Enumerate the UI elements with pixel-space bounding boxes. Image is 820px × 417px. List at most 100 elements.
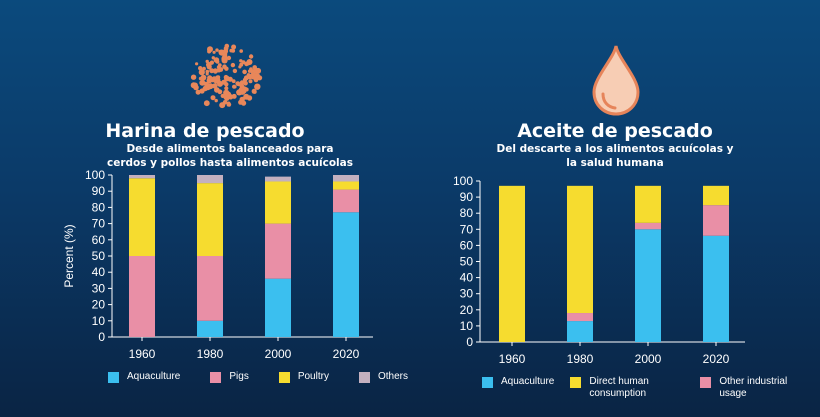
pellet-dot: [224, 82, 229, 87]
pellet-dot: [252, 89, 257, 94]
pellet-dot: [222, 51, 228, 56]
chart-legend: Aquaculture Direct human consumption Other…: [482, 376, 814, 400]
pellet-dot: [210, 95, 216, 101]
pellet-dot: [232, 84, 237, 89]
legend-label: Poultry: [297, 371, 329, 382]
x-tick-label: 2000: [265, 347, 292, 361]
pellet-dot: [209, 60, 214, 65]
bar-segment-aquaculture: [333, 212, 359, 337]
pellet-dot: [214, 77, 221, 84]
bar-segment-others: [265, 176, 291, 182]
pellet-dot: [212, 68, 219, 74]
bar-segment-aquaculture: [703, 235, 729, 342]
pellet-dot: [224, 66, 229, 71]
y-tick-label: 50: [460, 255, 474, 269]
bar-segment-poultry: [333, 181, 359, 190]
pellet-dot: [248, 54, 254, 59]
pellet-dot: [221, 57, 225, 61]
bar-segment-aquaculture: [197, 320, 223, 337]
y-tick-label: 0: [466, 335, 473, 349]
pellet-dot: [239, 49, 243, 53]
pellet-dot: [206, 77, 213, 84]
chart-fishmeal-panel: Harina de pescado Desde alimentos balanc…: [62, 43, 408, 383]
fishmeal-pellets-icon: [190, 43, 263, 109]
bar-segment-aquaculture: [567, 321, 593, 342]
y-tick-label: 0: [98, 330, 105, 344]
y-tick-label: 90: [92, 184, 106, 198]
y-tick-label: 30: [92, 281, 106, 295]
bar-segment-other-industrial-usage: [567, 313, 593, 322]
bar-segment-poultry: [265, 181, 291, 224]
pellet-dot: [253, 77, 259, 83]
y-tick-label: 10: [92, 314, 106, 328]
pellet-dot: [223, 89, 230, 96]
pellet-dot: [223, 74, 229, 80]
pellet-dot: [203, 100, 210, 107]
fishoil-stacked-bar-chart: 0 10 20 30 40 50 60 70 80 90 100 1960 1980 2000 2020: [453, 174, 745, 366]
pellet-dot: [239, 59, 243, 63]
y-tick-label: 90: [460, 190, 474, 204]
legend-swatch: [108, 372, 119, 383]
pellet-dot: [242, 69, 247, 75]
y-tick-label: 80: [460, 206, 474, 220]
y-tick-label: 30: [460, 287, 474, 301]
y-tick-label: 100: [453, 174, 473, 188]
pellet-dot: [230, 62, 236, 68]
pellet-dot: [229, 48, 234, 53]
bar-segment-poultry: [129, 178, 155, 256]
y-tick-label: 70: [460, 222, 474, 236]
legend-swatch: [210, 372, 222, 383]
bar-segment-pigs: [197, 256, 223, 321]
legend-item-poultry: Poultry: [278, 371, 329, 383]
chart-legend: Aquaculture Pigs Poultry Others: [108, 371, 408, 383]
y-tick-label: 40: [92, 265, 106, 279]
x-tick-label: 1960: [499, 352, 526, 366]
legend-swatch: [358, 372, 370, 383]
pellet-dot: [215, 48, 219, 52]
pellet-dot: [207, 46, 213, 53]
y-tick-label: 70: [92, 217, 106, 231]
x-tick-label: 1980: [197, 347, 224, 361]
chart-title: Aceite de pescado: [517, 120, 713, 142]
pellet-dot: [205, 69, 210, 74]
pellet-dot: [199, 79, 206, 86]
pellet-dot: [251, 75, 255, 80]
bar-segment-direct-human-consumption: [499, 185, 525, 342]
pellet-dot: [224, 43, 230, 49]
bar-segment-others: [129, 175, 155, 179]
pellet-dot: [232, 68, 238, 74]
y-axis-title: Percent (%): [62, 224, 76, 287]
pellet-dot: [238, 99, 244, 105]
pellet-dot: [200, 74, 206, 80]
bar-segment-others: [333, 175, 359, 182]
legend-item-other-industrial-usage: Other industrial usage: [700, 376, 814, 400]
y-tick-label: 80: [92, 200, 106, 214]
y-tick-label: 100: [85, 168, 105, 182]
y-tick-label: 10: [460, 319, 474, 333]
bar-segment-direct-human-consumption: [635, 185, 661, 223]
oil-drop-icon: [592, 45, 640, 116]
pellet-dot: [227, 102, 232, 107]
legend-label: Others: [377, 371, 408, 382]
bar-segment-other-industrial-usage: [635, 222, 661, 230]
legend-label: Pigs: [229, 371, 249, 382]
pellet-dot: [193, 82, 198, 87]
pellet-dot: [254, 83, 261, 90]
pellet-dot: [195, 62, 199, 66]
pellet-dot: [212, 50, 216, 54]
pellet-dot: [236, 89, 243, 96]
pellet-dot: [243, 93, 250, 100]
pellet-dot: [239, 62, 244, 67]
legend-swatch: [278, 372, 290, 383]
bar-segment-direct-human-consumption: [567, 185, 593, 314]
pellet-dot: [198, 69, 205, 76]
bar-segment-aquaculture: [265, 278, 291, 337]
pellet-dot: [217, 89, 223, 95]
pellet-dot: [246, 59, 253, 65]
pellet-dot: [221, 80, 225, 84]
legend-label: Aquaculture: [501, 376, 555, 387]
legend-swatch: [482, 377, 493, 388]
pellet-dot: [243, 81, 248, 86]
chart-fishoil-panel: Aceite de pescado Del descarte a los ali…: [410, 0, 820, 417]
pellet-dot: [209, 68, 215, 74]
